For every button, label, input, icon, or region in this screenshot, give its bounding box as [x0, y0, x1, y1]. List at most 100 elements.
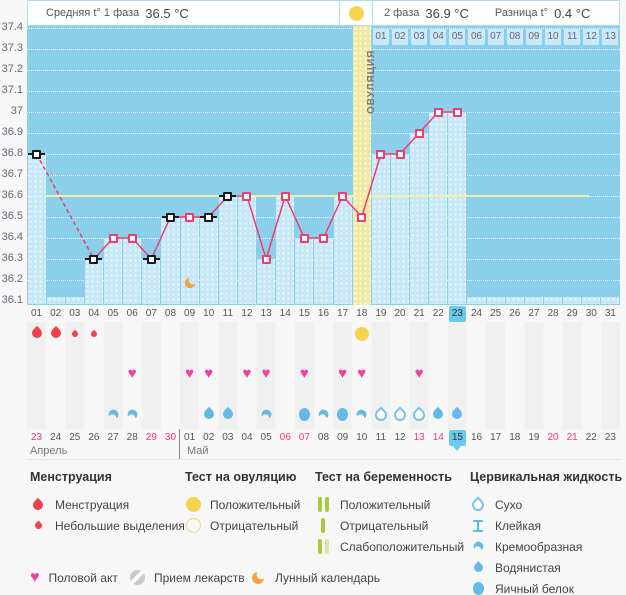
- y-tick-label: 36.3: [1, 252, 23, 264]
- day-column[interactable]: [27, 154, 46, 304]
- temp-point[interactable]: [452, 107, 462, 117]
- cycle-day-label[interactable]: 20: [394, 308, 406, 319]
- cycle-day-label[interactable]: 14: [279, 308, 291, 319]
- cycle-day-label[interactable]: 06: [126, 308, 138, 319]
- day-column-stub[interactable]: [582, 297, 601, 304]
- cycle-day-label[interactable]: 15: [298, 308, 310, 319]
- temp-point[interactable]: [319, 233, 328, 243]
- event-rows: ♥ ♥ ♥ ♥ ♥ ♥ ♥ ♥ ♥: [27, 322, 620, 429]
- cycle-day-label[interactable]: 01: [31, 308, 43, 319]
- cycle-day-label[interactable]: 04: [88, 308, 100, 319]
- day-column[interactable]: [218, 196, 237, 304]
- day-column[interactable]: [199, 217, 218, 304]
- date-label: 19: [528, 432, 540, 443]
- temp-point[interactable]: [89, 254, 99, 264]
- day-column-stub[interactable]: [563, 297, 582, 304]
- month-labels: Апрель Май: [27, 445, 620, 460]
- cycle-day-label[interactable]: 08: [164, 308, 177, 319]
- coverline: [46, 195, 589, 197]
- temp-point[interactable]: [108, 233, 118, 243]
- temp-point[interactable]: [395, 149, 405, 159]
- day-column[interactable]: [257, 259, 276, 304]
- day-column[interactable]: [448, 112, 467, 304]
- legend-item-label: Слабоположительный: [340, 539, 465, 554]
- day-column[interactable]: [390, 154, 410, 304]
- temp-point[interactable]: [338, 191, 348, 201]
- gridline: [27, 91, 620, 92]
- day-column-stub[interactable]: [467, 297, 486, 304]
- calendar-date-row: 23 24 25 26 27 28 29 30 01 02 03 04 05 06 07 08 09 10 11 12…: [27, 429, 620, 451]
- cycle-day-label[interactable]: 17: [337, 308, 349, 319]
- cycle-day-label[interactable]: 26: [509, 308, 521, 319]
- date-label: 10: [356, 432, 368, 443]
- cycle-day-label[interactable]: 24: [470, 308, 483, 319]
- temp-point[interactable]: [414, 128, 424, 138]
- cycle-day-label[interactable]: 18: [356, 308, 368, 319]
- day-column[interactable]: [429, 112, 448, 304]
- temp-point[interactable]: [357, 212, 367, 222]
- cycle-day-label[interactable]: 22: [432, 308, 444, 319]
- cycle-day-label[interactable]: 25: [490, 308, 502, 319]
- cycle-day-label[interactable]: 28: [547, 308, 559, 319]
- day-column[interactable]: [333, 196, 352, 304]
- day-column[interactable]: [123, 238, 142, 304]
- cycle-day-label[interactable]: 29: [566, 308, 578, 319]
- temp-point[interactable]: [223, 191, 233, 201]
- cycle-day-label[interactable]: 11: [222, 308, 234, 319]
- cycle-day-label[interactable]: 13: [260, 308, 272, 319]
- cycle-day-label[interactable]: 10: [203, 308, 215, 319]
- pregnancy-test-positive-icon: [317, 497, 329, 512]
- day-column-stub[interactable]: [543, 297, 563, 304]
- day-column[interactable]: [295, 238, 314, 304]
- day-column[interactable]: [104, 238, 123, 304]
- day-column[interactable]: [161, 217, 180, 304]
- cycle-day-label[interactable]: 07: [145, 308, 157, 319]
- temp-point[interactable]: [261, 254, 271, 264]
- day-column[interactable]: [410, 133, 429, 304]
- cervical-creamy-icon: [473, 541, 483, 551]
- cycle-day-label[interactable]: 30: [585, 308, 597, 319]
- temp-point[interactable]: [185, 212, 195, 222]
- day-column[interactable]: [84, 259, 103, 304]
- cycle-day-label[interactable]: 31: [604, 308, 616, 319]
- date-label: 12: [394, 432, 406, 443]
- cycle-day-label[interactable]: 09: [184, 308, 196, 319]
- day-column[interactable]: [314, 238, 333, 304]
- day-column-stub[interactable]: [524, 297, 543, 304]
- intercourse-heart-icon: ♥: [185, 365, 195, 382]
- legend-item-label: Клейкая: [495, 518, 542, 533]
- temp-point[interactable]: [299, 233, 309, 243]
- cycle-day-label[interactable]: 12: [241, 308, 253, 319]
- day-column[interactable]: [142, 259, 161, 304]
- temp-point[interactable]: [146, 254, 156, 264]
- temp-point[interactable]: [165, 212, 175, 222]
- day-column[interactable]: [276, 196, 295, 304]
- ovulation-column[interactable]: [352, 26, 371, 305]
- temp-point[interactable]: [32, 149, 42, 159]
- date-label: 30: [164, 432, 177, 443]
- gridline: [27, 217, 620, 218]
- gridline: [27, 112, 620, 113]
- cycle-day-label[interactable]: 03: [69, 308, 81, 319]
- temp-point[interactable]: [242, 191, 252, 201]
- cycle-day-label[interactable]: 23: [448, 306, 466, 322]
- day-column-stub[interactable]: [46, 297, 65, 304]
- cycle-day-label[interactable]: 27: [528, 308, 540, 319]
- day-column-stub[interactable]: [65, 297, 84, 304]
- today-pointer: [453, 446, 462, 455]
- temp-point[interactable]: [127, 233, 137, 243]
- temp-point[interactable]: [204, 212, 214, 222]
- day-column[interactable]: [237, 196, 257, 304]
- cycle-day-label[interactable]: 05: [107, 308, 119, 319]
- temp-point[interactable]: [433, 107, 443, 117]
- cycle-day-label[interactable]: 19: [375, 308, 387, 319]
- temp-point[interactable]: [376, 149, 386, 159]
- cycle-day-label[interactable]: 16: [317, 308, 330, 319]
- temp-point[interactable]: [280, 191, 290, 201]
- day-column[interactable]: [371, 154, 390, 304]
- day-column-stub[interactable]: [486, 297, 505, 304]
- day-column-stub[interactable]: [505, 297, 524, 304]
- day-column-stub[interactable]: [601, 297, 620, 304]
- cycle-day-label[interactable]: 21: [413, 308, 425, 319]
- cycle-day-label[interactable]: 02: [50, 308, 62, 319]
